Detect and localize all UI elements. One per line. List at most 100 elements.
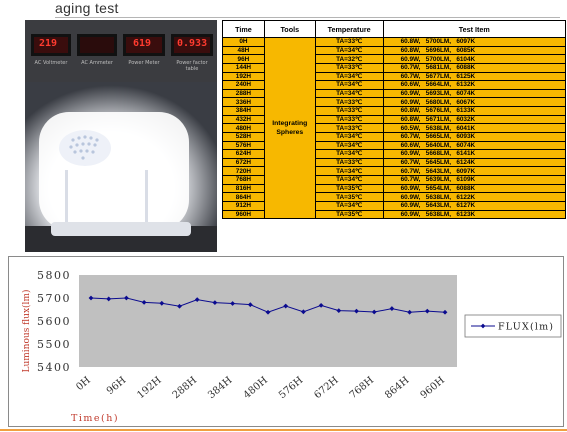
header-time: Time xyxy=(222,20,265,38)
cell-time: 864H xyxy=(222,192,265,202)
cell-temperature: TA=33℃ xyxy=(314,114,384,125)
cell-test-item: 60.9W, 5700LM, 6104K xyxy=(382,54,567,64)
legend-marker xyxy=(480,323,486,329)
flux-chart: 5800 5700 5600 5500 5400 0H 96H 192H 288H 384H 480… xyxy=(8,256,564,427)
cell-temperature: TA=33℃ xyxy=(314,97,384,107)
flux-data-point xyxy=(371,309,377,315)
meter-label-2: AC Ammeter xyxy=(81,60,113,66)
cell-time: 624H xyxy=(222,149,265,159)
cell-time: 816H xyxy=(222,183,265,194)
cell-test-item: 60.7W, 5665LM, 6093K xyxy=(382,131,567,142)
flux-data-point xyxy=(177,303,182,309)
table-row: 96H TA=32℃ 60.9W, 5700LM, 6104K xyxy=(222,54,567,64)
x-tick-label: 480H xyxy=(242,375,271,401)
table-row: 912H TA=34℃ 60.9W, 5643LM, 6127K xyxy=(222,200,567,211)
cell-test-item: 60.7W, 5681LM, 6088K xyxy=(382,62,567,73)
y-axis-title: Luminous flux(lm) xyxy=(21,290,32,373)
x-tick-label: 864H xyxy=(383,375,412,401)
cell-time: 384H xyxy=(222,106,265,116)
cell-test-item: 60.7W, 5643LM, 6097K xyxy=(382,166,567,176)
meter-label-4: Power factor table xyxy=(176,60,208,72)
flux-data-point xyxy=(106,296,112,302)
table-row: 0H Integrating Spheres TA=33℃ 60.8W, 5700LM… xyxy=(222,36,567,220)
cell-time: 288H xyxy=(222,88,265,99)
cell-time: 480H xyxy=(222,123,265,133)
cell-temperature: TA=35℃ xyxy=(314,183,384,194)
cell-test-item: 60.7W, 5677LM, 6125K xyxy=(382,71,567,82)
cell-temperature: TA=34℃ xyxy=(314,149,384,159)
cell-temperature: TA=33℃ xyxy=(314,123,384,133)
table-row: 624H TA=34℃ 60.9W, 5668LM, 6141K xyxy=(222,149,567,159)
cell-test-item: 60.9W, 5638LM, 6122K xyxy=(382,192,567,202)
cell-temperature: TA=35℃ xyxy=(314,209,384,220)
cell-time: 144H xyxy=(222,62,265,73)
header-test-item: Test Item xyxy=(382,20,567,38)
legend-box xyxy=(464,314,562,338)
flux-data-point xyxy=(230,301,235,306)
table-row: 48H TA=34℃ 60.8W, 5696LM, 6085K xyxy=(222,45,567,56)
cell-temperature: TA=33℃ xyxy=(314,157,384,168)
table-row: 672H TA=33℃ 60.7W, 5645LM, 6124K xyxy=(222,157,567,168)
flux-data-point xyxy=(265,309,271,315)
cell-time: 240H xyxy=(222,80,265,90)
cell-test-item: 60.7W, 5639LM, 6109K xyxy=(382,175,567,185)
y-tick-label: 5400 xyxy=(37,361,71,374)
cell-time: 960H xyxy=(222,209,265,220)
cell-time: 912H xyxy=(222,200,265,211)
cell-time: 576H xyxy=(222,140,265,151)
flux-data-point xyxy=(283,303,289,309)
flux-data-point xyxy=(318,302,324,308)
cell-test-item: 60.9W, 5638LM, 6123K xyxy=(382,209,567,220)
cell-temperature: TA=34℃ xyxy=(314,80,384,90)
x-tick-label: 288H xyxy=(171,375,200,401)
cell-temperature: TA=34℃ xyxy=(314,166,384,176)
cell-test-item: 60.8W, 5700LM, 6097K xyxy=(382,37,567,47)
table-row: 864H TA=35℃ 60.9W, 5638LM, 6122K xyxy=(222,192,567,202)
cell-temperature: TA=33℃ xyxy=(314,37,384,47)
cell-temperature: TA=33℃ xyxy=(314,62,384,73)
aging-test-table: Time Tools Temperature Test Item 0H Integ… xyxy=(222,20,567,220)
x-tick-label: 672H xyxy=(312,375,341,401)
cell-test-item: 60.9W, 5643LM, 6127K xyxy=(382,200,567,211)
flux-data-point xyxy=(336,308,342,314)
meter-reading-4: 0.933 xyxy=(177,38,208,49)
y-tick-label: 5800 xyxy=(37,269,71,282)
cell-time: 96H xyxy=(222,54,265,64)
cell-test-item: 60.8W, 5671LM, 6032K xyxy=(382,114,567,125)
plot-area xyxy=(79,275,457,367)
cell-temperature: TA=34℃ xyxy=(314,140,384,151)
flux-data-point xyxy=(301,309,306,315)
flux-data-point xyxy=(442,309,448,315)
flux-data-point xyxy=(424,308,430,314)
cell-time: 768H xyxy=(222,175,265,185)
table-row: 480H TA=33℃ 60.5W, 5638LM, 6041K xyxy=(222,123,567,133)
flux-data-point xyxy=(212,300,218,305)
cell-time: 528H xyxy=(222,131,265,142)
flux-data-point xyxy=(389,306,395,311)
cell-temperature: TA=34℃ xyxy=(314,71,384,82)
meter-reading-3: 619 xyxy=(133,38,152,49)
title-divider xyxy=(55,17,560,18)
x-tick-label: 576H xyxy=(277,375,306,401)
x-tick-label: 96H xyxy=(105,375,129,397)
y-tick-label: 5600 xyxy=(37,315,71,328)
y-tick-label: 5500 xyxy=(37,338,71,351)
x-tick-label: 384H xyxy=(206,375,235,401)
meter-reading-1: 219 xyxy=(39,38,58,49)
table-row: 336H TA=33℃ 60.9W, 5680LM, 6067K xyxy=(222,97,567,107)
cell-temperature: TA=33℃ xyxy=(314,106,384,116)
meter-label-1: AC Voltmeter xyxy=(34,60,68,66)
cell-time: 48H xyxy=(222,45,265,56)
cell-time: 720H xyxy=(222,166,265,176)
cell-time: 0H xyxy=(222,37,265,47)
cell-time: 672H xyxy=(222,157,265,168)
cell-test-item: 60.9W, 5668LM, 6141K xyxy=(382,149,567,159)
cell-temperature: TA=34℃ xyxy=(314,200,384,211)
bulb-test-photo: 219 619 0.933 AC Voltmeter AC Ammeter Po… xyxy=(25,20,217,252)
cell-temperature: TA=34℃ xyxy=(314,88,384,99)
meter-1 xyxy=(31,34,71,56)
cell-test-item: 60.6W, 5664LM, 6132K xyxy=(382,80,567,90)
cell-time: 432H xyxy=(222,114,265,125)
flux-data-point xyxy=(407,309,412,315)
cell-time: 336H xyxy=(222,97,265,107)
